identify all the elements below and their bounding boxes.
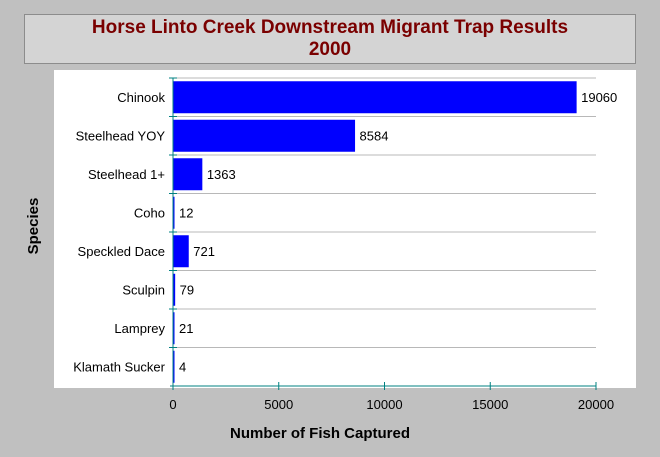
y-tick-label: Lamprey [114,321,165,336]
y-tick-label: Steelhead 1+ [88,167,165,182]
y-tick-label: Chinook [117,90,165,105]
bar [173,312,175,345]
bars [173,81,577,383]
data-label: 19060 [581,90,617,105]
y-axis-title: Species [25,198,42,255]
chart-title: Horse Linto Creek Downstream Migrant Tra… [91,17,569,38]
bar [173,273,176,306]
data-label: 12 [179,205,193,220]
data-label: 21 [179,321,193,336]
data-label: 721 [193,244,215,259]
data-label: 1363 [207,167,236,182]
data-label: 79 [180,282,194,297]
plot-area [54,70,636,388]
grid-lines [173,77,596,348]
bar [173,119,356,152]
bar [173,235,189,268]
y-tick-label: Coho [134,205,165,220]
x-tick-label: 0 [169,397,176,412]
data-label: 4 [179,359,186,374]
bar [173,196,175,229]
x-tick-label: 10000 [366,397,402,412]
y-tick-label: Klamath Sucker [73,359,165,374]
labels: Chinook 19060 Steelhead YOY 8584 Steelhead 1… [73,90,617,412]
bar [173,350,175,383]
x-tick-label: 15000 [472,397,508,412]
chart-subtitle: 2000 [308,39,352,60]
axes [169,77,597,390]
y-tick-label: Steelhead YOY [76,128,166,143]
data-label: 8584 [360,128,389,143]
bar [173,81,577,114]
y-tick-label: Sculpin [122,282,165,297]
bar [173,158,203,191]
x-axis-title: Number of Fish Captured [230,425,410,442]
y-tick-label: Speckled Dace [78,244,165,259]
x-tick-label: 20000 [578,397,614,412]
chart-title-box: Horse Linto Creek Downstream Migrant Tra… [24,14,636,64]
x-tick-label: 5000 [264,397,293,412]
